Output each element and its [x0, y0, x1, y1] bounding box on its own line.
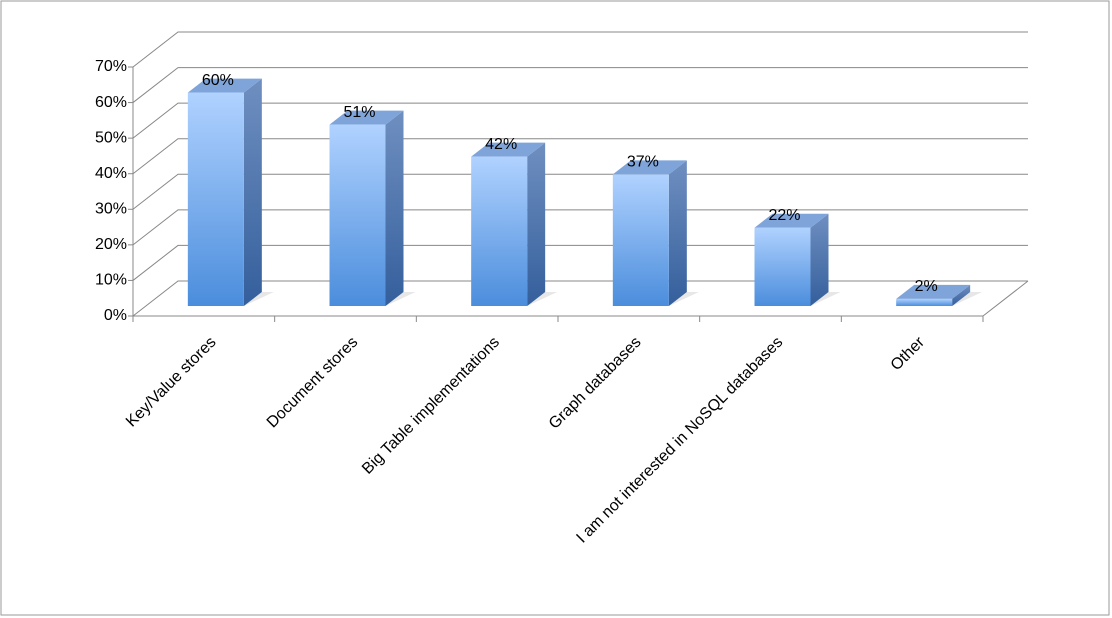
value-label: 22% [768, 207, 800, 224]
bar [471, 156, 528, 306]
bar-side [810, 213, 829, 306]
y-tick-label: 30% [95, 201, 127, 218]
bar-side [952, 284, 971, 306]
bar-side [243, 78, 262, 306]
bar [754, 227, 811, 306]
value-label: 42% [485, 136, 517, 153]
bar-side [385, 110, 404, 306]
bar [612, 174, 669, 306]
y-tick-label: 60% [95, 94, 127, 111]
grid-line [132, 173, 1028, 210]
y-tick-label: 10% [95, 272, 127, 289]
value-label: 37% [627, 154, 659, 171]
grid-line [132, 31, 1028, 68]
bar-top [896, 284, 971, 299]
y-tick-label: 50% [95, 129, 127, 146]
y-tick-label: 0% [104, 307, 127, 324]
grid-line [132, 138, 1028, 175]
bar-side [527, 142, 546, 306]
bar-top [471, 142, 546, 157]
value-label: 60% [202, 72, 234, 89]
value-label: 51% [343, 104, 375, 121]
grid-line [132, 67, 1028, 103]
grid-line [132, 244, 1028, 281]
bar [187, 92, 244, 306]
grid-line [132, 280, 1028, 317]
bar-top [329, 110, 404, 125]
y-tick-label: 20% [95, 236, 127, 253]
bar-top [187, 78, 262, 93]
bar-side [668, 160, 687, 306]
y-tick-label: 40% [95, 165, 127, 182]
grid-line [132, 209, 1028, 246]
grid-line [132, 102, 1028, 139]
bar [329, 124, 386, 306]
y-tick-label: 70% [95, 58, 127, 75]
value-label: 2% [915, 278, 938, 295]
bar [896, 298, 953, 306]
bar-top [612, 160, 687, 175]
bar-top [754, 213, 829, 228]
